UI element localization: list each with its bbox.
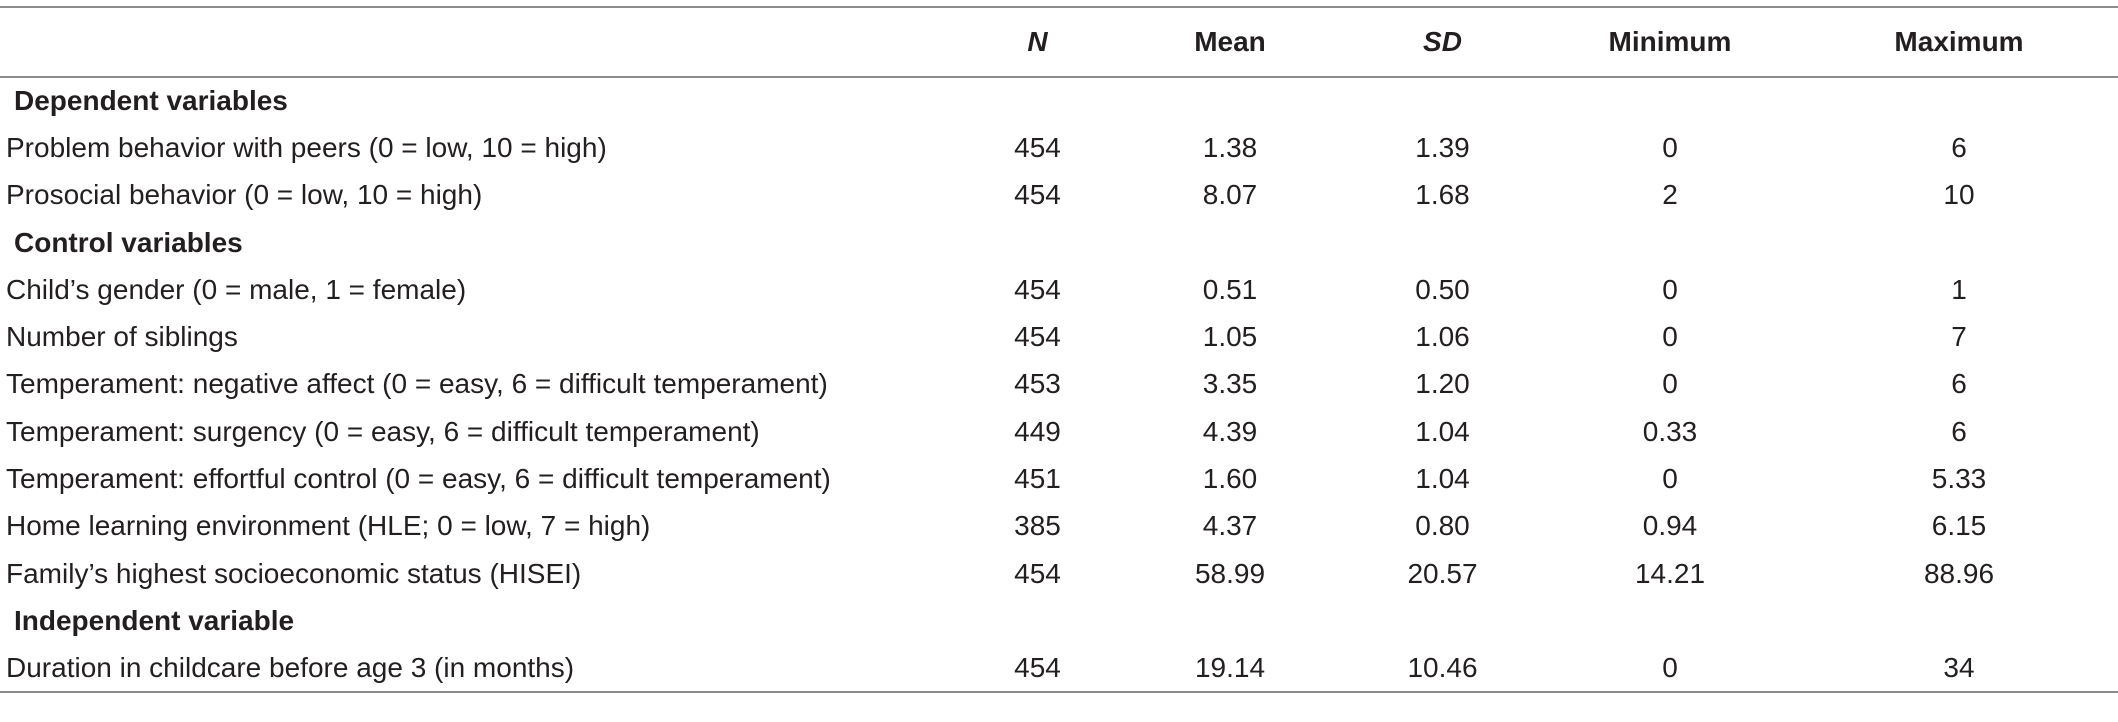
- cell-n: 454: [1014, 273, 1061, 305]
- cell-max: 34: [1943, 651, 1975, 683]
- cell-max: 6.15: [1931, 510, 1987, 542]
- cell-n: 454: [1014, 179, 1061, 211]
- cell-min: 0: [1662, 463, 1678, 495]
- section-title: Dependent variables: [14, 85, 288, 117]
- cell-min: 14.21: [1634, 557, 1706, 589]
- cell-max: 5.33: [1931, 463, 1987, 495]
- cell-n: 451: [1014, 463, 1061, 495]
- cell-min: 0.33: [1642, 415, 1698, 447]
- cell-max: 6: [1951, 415, 1967, 447]
- table-row: Duration in childcare before age 3 (in m…: [0, 645, 2118, 692]
- header-label: [0, 7, 960, 77]
- cell-n: 453: [1014, 368, 1061, 400]
- section-title: Control variables: [14, 226, 243, 258]
- cell-n: 454: [1014, 557, 1061, 589]
- table-row: Family’s highest socioeconomic status (H…: [0, 550, 2118, 597]
- cell-sd: 0.50: [1415, 273, 1470, 305]
- table-row: Temperament: negative affect (0 = easy, …: [0, 361, 2118, 408]
- cell-sd: 1.04: [1415, 415, 1470, 447]
- cell-max: 10: [1943, 179, 1975, 211]
- row-label: Family’s highest socioeconomic status (H…: [6, 557, 582, 589]
- section-row-dependent: Dependent variables: [0, 77, 2118, 124]
- cell-mean: 58.99: [1194, 557, 1266, 589]
- cell-mean: 0.51: [1202, 273, 1258, 305]
- cell-max: 7: [1951, 321, 1967, 353]
- table-row: Prosocial behavior (0 = low, 10 = high) …: [0, 172, 2118, 219]
- cell-min: 0: [1662, 368, 1678, 400]
- table-row: Home learning environment (HLE; 0 = low,…: [0, 503, 2118, 550]
- section-row-control: Control variables: [0, 219, 2118, 266]
- table-row: Temperament: effortful control (0 = easy…: [0, 455, 2118, 502]
- row-label: Temperament: surgency (0 = easy, 6 = dif…: [6, 415, 760, 447]
- cell-mean: 1.05: [1202, 321, 1258, 353]
- row-label: Problem behavior with peers (0 = low, 10…: [6, 131, 607, 163]
- cell-mean: 1.60: [1202, 463, 1258, 495]
- cell-min: 0.94: [1642, 510, 1698, 542]
- header-sd: SD: [1423, 26, 1462, 57]
- cell-max: 6: [1951, 131, 1967, 163]
- cell-sd: 1.20: [1415, 368, 1470, 400]
- cell-min: 0: [1662, 321, 1678, 353]
- cell-min: 0: [1662, 651, 1678, 683]
- cell-max: 6: [1951, 368, 1967, 400]
- cell-mean: 1.38: [1202, 131, 1258, 163]
- cell-sd: 1.04: [1415, 463, 1470, 495]
- cell-max: 1: [1951, 273, 1967, 305]
- header-minimum: Minimum: [1608, 26, 1732, 57]
- cell-mean: 8.07: [1202, 179, 1258, 211]
- cell-sd: 1.06: [1415, 321, 1470, 353]
- header-row: N Mean SD Minimum Maximum: [0, 7, 2118, 77]
- table-row: Child’s gender (0 = male, 1 = female) 45…: [0, 266, 2118, 313]
- cell-mean: 4.39: [1202, 415, 1258, 447]
- row-label: Home learning environment (HLE; 0 = low,…: [6, 510, 651, 542]
- header-mean: Mean: [1194, 26, 1266, 57]
- cell-n: 454: [1014, 131, 1061, 163]
- cell-n: 454: [1014, 651, 1061, 683]
- header-n: N: [1027, 26, 1048, 57]
- table-row: Problem behavior with peers (0 = low, 10…: [0, 124, 2118, 171]
- cell-n: 454: [1014, 321, 1061, 353]
- row-label: Temperament: negative affect (0 = easy, …: [6, 368, 828, 400]
- row-label: Temperament: effortful control (0 = easy…: [6, 463, 831, 495]
- cell-mean: 4.37: [1202, 510, 1258, 542]
- section-title: Independent variable: [14, 604, 295, 636]
- cell-sd: 1.39: [1415, 131, 1470, 163]
- header-maximum: Maximum: [1894, 26, 2024, 57]
- cell-min: 0: [1662, 273, 1678, 305]
- cell-max: 88.96: [1923, 557, 1995, 589]
- cell-sd: 20.57: [1407, 557, 1478, 589]
- cell-sd: 0.80: [1415, 510, 1470, 542]
- cell-mean: 19.14: [1194, 651, 1266, 683]
- section-row-independent: Independent variable: [0, 597, 2118, 644]
- cell-sd: 10.46: [1407, 651, 1478, 683]
- descriptive-statistics-table: N Mean SD Minimum Maximum Dependent vari…: [0, 6, 2118, 693]
- cell-sd: 1.68: [1415, 179, 1470, 211]
- row-label: Prosocial behavior (0 = low, 10 = high): [6, 179, 483, 211]
- table-row: Temperament: surgency (0 = easy, 6 = dif…: [0, 408, 2118, 455]
- cell-mean: 3.35: [1202, 368, 1258, 400]
- cell-min: 0: [1662, 131, 1678, 163]
- cell-min: 2: [1662, 179, 1678, 211]
- cell-n: 385: [1014, 510, 1061, 542]
- row-label: Child’s gender (0 = male, 1 = female): [6, 273, 467, 305]
- row-label: Duration in childcare before age 3 (in m…: [6, 651, 575, 683]
- table-row: Number of siblings 454 1.05 1.06 0 7: [0, 313, 2118, 360]
- row-label: Number of siblings: [6, 321, 238, 353]
- cell-n: 449: [1014, 415, 1061, 447]
